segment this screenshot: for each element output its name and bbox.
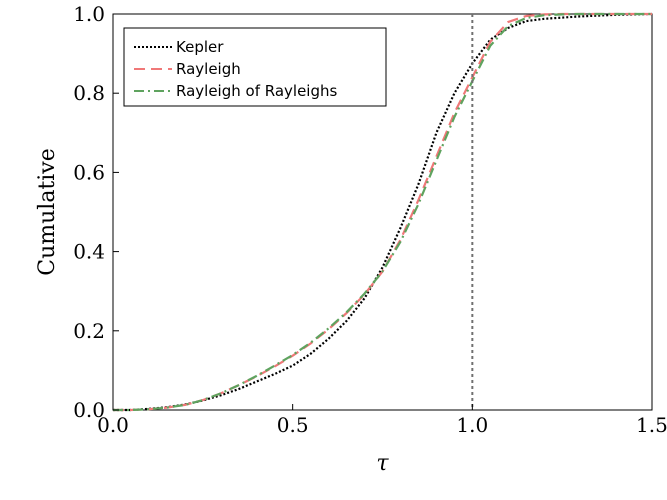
y-tick-label: 0.2	[73, 319, 105, 343]
y-tick-label: 0.6	[73, 160, 105, 184]
plot-area	[112, 12, 653, 412]
x-tick-label: 1.5	[636, 413, 667, 437]
legend-label-rayleigh-of-rayleighs: Rayleigh of Rayleighs	[176, 82, 338, 100]
legend: Kepler Rayleigh Rayleigh of Rayleighs	[123, 27, 387, 107]
y-axis-label: Cumulative	[35, 148, 60, 276]
x-tick-label: 1.0	[456, 413, 488, 437]
x-tick-label: 0.0	[97, 413, 129, 437]
y-tick-label: 0.8	[73, 81, 105, 105]
y-tick-label: 0.0	[73, 398, 105, 422]
series-line-kepler	[113, 12, 653, 412]
series-line-rayleigh-of-rayleighs	[113, 12, 652, 412]
legend-label-kepler: Kepler	[176, 38, 224, 56]
legend-label-rayleigh: Rayleigh	[176, 60, 241, 78]
y-tick-label: 1.0	[73, 2, 105, 26]
series-layer	[113, 12, 653, 412]
legend-box	[123, 27, 387, 107]
x-tick-label: 0.5	[277, 413, 309, 437]
x-axis-ticks: 0.0 0.5 1.0 1.5	[97, 404, 667, 437]
x-axis-label: τ	[376, 451, 389, 476]
y-tick-label: 0.4	[73, 240, 105, 264]
plot-frame	[112, 13, 653, 411]
y-axis-ticks: 0.0 0.2 0.4 0.6 0.8 1.0	[73, 2, 119, 422]
